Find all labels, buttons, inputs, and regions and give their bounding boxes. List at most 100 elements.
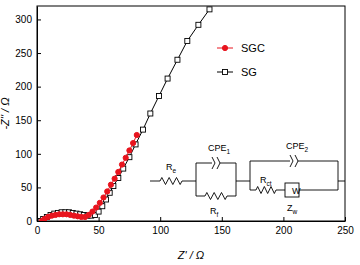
y-tick-mark <box>37 19 41 20</box>
circuit-wire <box>196 163 197 196</box>
legend-label: SGC <box>241 42 265 54</box>
x-tick-label: 50 <box>94 225 106 236</box>
circuit-label-main: W <box>292 186 301 196</box>
circuit-wire <box>250 161 290 162</box>
circuit-label-sub: 2 <box>305 146 309 153</box>
circuit-wire <box>182 181 196 182</box>
y-axis-title: -Z'' / Ω <box>0 97 11 129</box>
data-point <box>130 140 135 145</box>
circuit <box>150 155 345 200</box>
circuit-wire <box>276 190 285 191</box>
circuit-label-sub: f <box>217 211 219 218</box>
circuit-wire <box>250 190 256 191</box>
y-tick: 300 <box>15 14 41 25</box>
circuit-wire <box>338 181 345 182</box>
x-tick: 50 <box>94 217 106 236</box>
series-line <box>41 9 210 221</box>
data-point <box>101 195 106 200</box>
circuit-label: Rf <box>210 206 219 218</box>
circuit-label: CPE2 <box>286 141 309 153</box>
y-tick-label: 50 <box>21 182 33 193</box>
data-point <box>134 132 139 137</box>
y-tick-mark <box>37 154 41 155</box>
y-tick-mark <box>37 53 41 54</box>
resistor <box>205 193 227 200</box>
x-tick: 200 <box>276 217 293 236</box>
legend: SGCSG <box>217 42 265 78</box>
data-point <box>127 148 132 153</box>
data-point <box>207 7 212 12</box>
y-tick-mark <box>37 120 41 121</box>
cpe-element <box>212 157 220 169</box>
series-line <box>42 135 137 221</box>
data-point <box>105 189 110 194</box>
y-tick-label: 300 <box>15 14 32 25</box>
x-tick: 100 <box>152 217 169 236</box>
circuit-label-main: CPE <box>286 141 305 151</box>
x-tick-mark <box>99 217 100 221</box>
data-point <box>108 182 113 187</box>
circuit-wire <box>150 181 160 182</box>
plot-frame <box>37 6 345 221</box>
circuit-wire <box>196 196 205 197</box>
circuit-label-main: CPE <box>208 143 227 153</box>
x-tick-label: 200 <box>276 225 293 236</box>
circuit-wire <box>236 181 250 182</box>
data-point <box>196 22 201 27</box>
circuit-label: Re <box>166 162 177 174</box>
data-point <box>185 38 190 43</box>
x-tick-label: 250 <box>337 225 354 236</box>
circuit-wire <box>220 163 236 164</box>
x-tick-label: 150 <box>214 225 231 236</box>
x-tick-mark <box>222 217 223 221</box>
y-tick: 250 <box>15 48 41 59</box>
circuit-wire <box>338 161 339 190</box>
data-point <box>140 127 145 132</box>
y-tick-label: 100 <box>15 149 32 160</box>
y-axis: 0 50 100 150 200 250 300 <box>15 7 41 227</box>
y-axis-line <box>37 7 38 222</box>
y-tick-mark <box>37 87 41 88</box>
circuit-label-sub: 1 <box>227 148 231 155</box>
circuit-label-sub: ct <box>267 180 272 187</box>
data-point <box>165 76 170 81</box>
x-tick-label: 0 <box>35 225 41 236</box>
series-points <box>38 7 212 221</box>
circuit-wire <box>299 190 338 191</box>
x-tick: 150 <box>214 217 231 236</box>
circuit-label-sub: w <box>292 208 298 215</box>
circuit-label: CPE1 <box>208 143 231 155</box>
y-tick-mark <box>37 187 41 188</box>
circuit-wire <box>250 161 251 190</box>
data-point <box>119 162 124 167</box>
circuit-wire <box>298 161 338 162</box>
x-tick-mark <box>160 217 161 221</box>
x-tick-mark <box>345 217 346 221</box>
circuit-wire <box>196 163 212 164</box>
circuit-label: Rct <box>260 175 272 187</box>
x-axis-title: Z' / Ω <box>177 249 204 261</box>
y-tick-label: 250 <box>15 48 32 59</box>
resistor <box>160 178 182 185</box>
legend-marker <box>223 70 228 75</box>
data-point <box>94 205 99 210</box>
data-point <box>116 169 121 174</box>
data-point <box>156 94 161 99</box>
y-tick: 50 <box>21 182 41 193</box>
data-point <box>97 200 102 205</box>
circuit-wire <box>227 196 236 197</box>
legend-marker <box>222 45 227 50</box>
cpe-element <box>290 155 298 167</box>
circuit-label: W <box>292 186 301 196</box>
circuit-label: Zw <box>287 203 298 215</box>
x-axis: 0 50 100 150 200 250 <box>35 217 355 236</box>
y-tick: 0 <box>26 216 41 227</box>
y-tick: 200 <box>15 81 41 92</box>
chart: 0 50 100 150 200 250 0 50 100 150 200 250 300 Z' / Ω -… <box>0 0 360 265</box>
data-point <box>123 155 128 160</box>
y-tick: 150 <box>15 115 41 126</box>
x-tick-mark <box>283 217 284 221</box>
series-points <box>39 132 139 221</box>
data-point <box>175 57 180 62</box>
data-point <box>112 176 117 181</box>
